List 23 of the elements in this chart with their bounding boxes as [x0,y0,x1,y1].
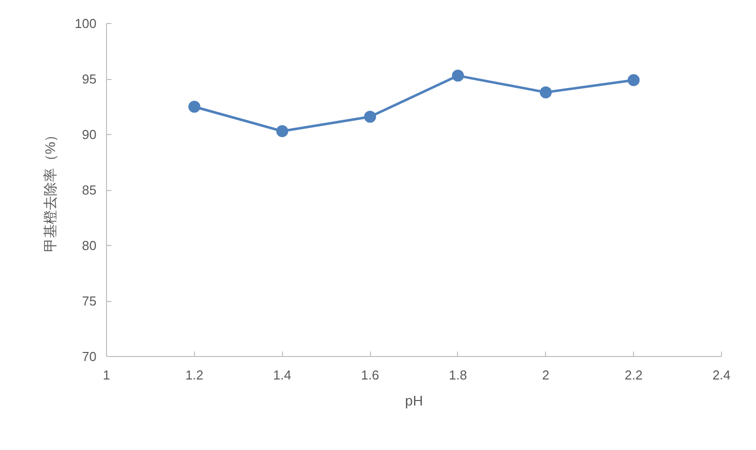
point [452,70,464,82]
point [540,86,552,98]
x-tick-label: 2 [542,368,550,382]
x-tick-label: 1.6 [361,368,380,382]
x-axis-title: pH [405,392,423,408]
y-tick-label: 95 [82,72,97,86]
x-tick-label: 1.8 [448,368,467,382]
y-tick-label: 90 [82,127,97,142]
y-axis-title: 甲基橙去除率（%） [42,128,58,252]
y-tick-label: 70 [82,349,97,364]
x-tick-label: 2.2 [624,368,643,382]
point [364,110,376,123]
y-tick-label: 100 [74,16,97,31]
y-tick-label: 85 [82,182,97,198]
x-tick-label: 1.4 [273,368,292,382]
y-tick-label: 80 [82,238,97,253]
point [276,125,288,138]
x-tick-label: 2.4 [712,368,731,382]
x-tick-label: 1.2 [185,368,204,382]
x-tick-label: 1 [102,368,110,382]
point [188,100,200,113]
point [628,74,640,86]
y-tick-label: 75 [82,294,97,308]
